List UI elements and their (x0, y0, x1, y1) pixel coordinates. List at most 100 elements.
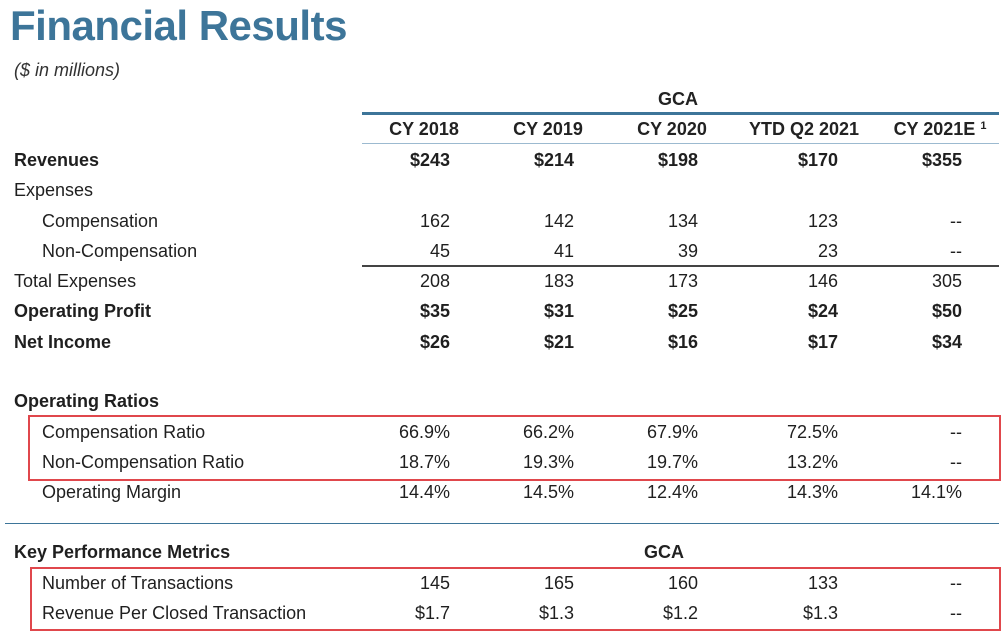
table-cell: 72.5% (786, 422, 838, 442)
row-label: Non-Compensation (42, 241, 198, 261)
table-cell: $1.7 (414, 603, 450, 623)
table-cell: 305 (931, 271, 962, 291)
table-cell: $198 (657, 150, 698, 170)
table-cell: $25 (667, 301, 698, 321)
table-row-revenue-per-closed-transaction: Revenue Per Closed Transaction $1.7 $1.3… (0, 598, 1005, 628)
table-row-operating-profit: Operating Profit $35 $31 $25 $24 $50 (0, 296, 1005, 326)
page-subtitle: ($ in millions) (14, 60, 121, 80)
table-cell: $31 (543, 301, 574, 321)
table-row-revenues: Revenues $243 $214 $198 $170 $355 (0, 145, 1005, 175)
row-label: Total Expenses (14, 271, 137, 291)
table-row-operating-margin: Operating Margin 14.4% 14.5% 12.4% 14.3%… (0, 477, 1005, 507)
column-header-ytd-q2-2021: YTD Q2 2021 (748, 119, 860, 139)
table-cell: $170 (797, 150, 838, 170)
table-cell: 183 (543, 271, 574, 291)
table-cell: 23 (817, 241, 838, 261)
total-rule (362, 265, 999, 267)
table-cell: 14.5% (522, 482, 574, 502)
table-cell: 66.2% (522, 422, 574, 442)
table-cell: 19.3% (522, 452, 574, 472)
table-cell: 173 (667, 271, 698, 291)
row-label: Net Income (14, 332, 112, 352)
row-label: Number of Transactions (42, 573, 234, 593)
table-cell: $1.3 (802, 603, 838, 623)
table-cell: 13.2% (786, 452, 838, 472)
table-row-total-expenses: Total Expenses 208 183 173 146 305 (0, 266, 1005, 296)
table-cell: 18.7% (398, 452, 450, 472)
table-cell: 67.9% (646, 422, 698, 442)
table-cell: $355 (921, 150, 962, 170)
section-heading: Key Performance Metrics (14, 542, 231, 562)
table-cell: 14.3% (786, 482, 838, 502)
table-row-non-compensation: Non-Compensation 45 41 39 23 -- (0, 236, 1005, 266)
header-top-rule (362, 112, 999, 115)
highlight-box-kpi (30, 567, 1001, 631)
table-cell: $214 (533, 150, 574, 170)
row-label: Revenues (14, 150, 100, 170)
table-cell: 123 (807, 211, 838, 231)
table-cell: $16 (667, 332, 698, 352)
table-cell: 12.4% (646, 482, 698, 502)
table-row-number-of-transactions: Number of Transactions 145 165 160 133 -… (0, 568, 1005, 598)
row-label: Non-Compensation Ratio (42, 452, 245, 472)
table-cell: 39 (677, 241, 698, 261)
section-divider (5, 523, 999, 524)
table-cell: $26 (419, 332, 450, 352)
table-cell: 160 (667, 573, 698, 593)
table-cell: -- (950, 452, 962, 472)
table-cell: $21 (543, 332, 574, 352)
table-cell: 45 (429, 241, 450, 261)
table-cell: 165 (543, 573, 574, 593)
column-header-cy2018: CY 2018 (389, 119, 459, 139)
table-cell: 66.9% (398, 422, 450, 442)
table-row-net-income: Net Income $26 $21 $16 $17 $34 (0, 327, 1005, 357)
table-cell: 145 (419, 573, 450, 593)
table-cell: $1.2 (662, 603, 698, 623)
group-label: GCA (658, 89, 698, 109)
column-header-cy2021e-label: CY 2021E (893, 119, 976, 139)
table-cell: 162 (419, 211, 450, 231)
section-heading-operating-ratios: Operating Ratios (0, 386, 1005, 416)
column-header-cy2021e: CY 2021E 1 (880, 119, 1000, 140)
table-row-compensation: Compensation 162 142 134 123 -- (0, 206, 1005, 236)
column-header-cy2020: CY 2020 (637, 119, 707, 139)
table-cell: -- (950, 573, 962, 593)
section-heading: Operating Ratios (14, 391, 160, 411)
row-label: Compensation (42, 211, 159, 231)
row-label: Revenue Per Closed Transaction (42, 603, 307, 623)
highlight-box-ratios (28, 415, 1001, 481)
footnote-marker: 1 (980, 120, 987, 132)
section-heading-kpi: Key Performance Metrics (0, 537, 1005, 567)
table-cell: 14.4% (398, 482, 450, 502)
table-cell: 146 (807, 271, 838, 291)
table-cell: -- (950, 211, 962, 231)
table-cell: $35 (419, 301, 450, 321)
table-cell: $1.3 (538, 603, 574, 623)
table-cell: $34 (931, 332, 962, 352)
table-row-compensation-ratio: Compensation Ratio 66.9% 66.2% 67.9% 72.… (0, 417, 1005, 447)
table-cell: -- (950, 241, 962, 261)
table-cell: 19.7% (646, 452, 698, 472)
table-row-non-compensation-ratio: Non-Compensation Ratio 18.7% 19.3% 19.7%… (0, 447, 1005, 477)
table-cell: $24 (807, 301, 838, 321)
table-cell: -- (950, 422, 962, 442)
header-bottom-rule (362, 143, 999, 144)
row-label: Compensation Ratio (42, 422, 206, 442)
column-header-cy2019: CY 2019 (513, 119, 583, 139)
kpi-group-label: GCA (644, 542, 684, 562)
table-cell: 142 (543, 211, 574, 231)
table-cell: 134 (667, 211, 698, 231)
table-cell: $17 (807, 332, 838, 352)
table-cell: -- (950, 603, 962, 623)
table-cell: $243 (409, 150, 450, 170)
row-label: Expenses (14, 180, 94, 200)
row-label: Operating Margin (42, 482, 182, 502)
table-cell: 41 (553, 241, 574, 261)
table-cell: 133 (807, 573, 838, 593)
page-title: Financial Results (10, 2, 347, 49)
table-cell: $50 (931, 301, 962, 321)
table-cell: 14.1% (910, 482, 962, 502)
table-cell: 208 (419, 271, 450, 291)
row-label: Operating Profit (14, 301, 152, 321)
table-row-expenses: Expenses (0, 175, 1005, 205)
